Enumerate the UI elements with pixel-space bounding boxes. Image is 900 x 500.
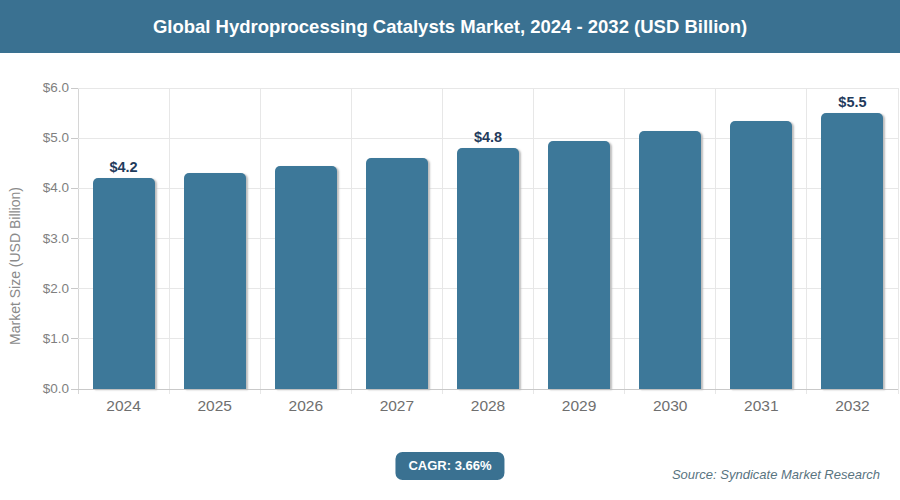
title-banner: Global Hydroprocessing Catalysts Market,… bbox=[0, 0, 900, 53]
bar-2026 bbox=[275, 166, 337, 389]
y-axis-tick-label: $1.0 bbox=[25, 331, 69, 347]
y-axis-tick-label: $6.0 bbox=[25, 80, 69, 96]
vertical-gridline bbox=[442, 88, 443, 394]
bar-2024 bbox=[93, 178, 155, 389]
vertical-gridline bbox=[260, 88, 261, 394]
bar-value-label: $5.5 bbox=[838, 94, 866, 110]
vertical-gridline bbox=[715, 88, 716, 394]
horizontal-gridline bbox=[78, 88, 898, 89]
y-axis-line bbox=[78, 88, 79, 394]
x-axis-tick-label: 2029 bbox=[562, 397, 596, 415]
bar-2029 bbox=[548, 141, 610, 389]
x-axis-tick-label: 2027 bbox=[380, 397, 414, 415]
x-axis-tick-label: 2030 bbox=[653, 397, 687, 415]
y-axis-tick bbox=[71, 188, 78, 189]
y-axis-tick-label: $0.0 bbox=[25, 381, 69, 397]
y-axis-title: Market Size (USD Billion) bbox=[7, 187, 23, 345]
x-axis-tick-label: 2025 bbox=[197, 397, 231, 415]
vertical-gridline bbox=[351, 88, 352, 394]
bar-2030 bbox=[639, 131, 701, 389]
bar-2032 bbox=[821, 113, 883, 389]
y-axis-tick-label: $4.0 bbox=[25, 180, 69, 196]
vertical-gridline bbox=[169, 88, 170, 394]
vertical-gridline bbox=[533, 88, 534, 394]
x-axis-tick-label: 2031 bbox=[744, 397, 778, 415]
vertical-gridline bbox=[806, 88, 807, 394]
y-axis-tick-label: $2.0 bbox=[25, 281, 69, 297]
chart-page: Global Hydroprocessing Catalysts Market,… bbox=[0, 0, 900, 500]
bar-value-label: $4.8 bbox=[474, 129, 502, 145]
x-axis-tick-label: 2026 bbox=[289, 397, 323, 415]
x-axis-line bbox=[71, 389, 898, 390]
cagr-badge: CAGR: 3.66% bbox=[395, 452, 504, 480]
vertical-gridline bbox=[898, 88, 899, 394]
bar-2027 bbox=[366, 158, 428, 389]
bar-2028 bbox=[457, 148, 519, 389]
bar-value-label: $4.2 bbox=[109, 159, 137, 175]
y-axis-tick-label: $3.0 bbox=[25, 231, 69, 247]
x-axis-tick-label: 2028 bbox=[471, 397, 505, 415]
x-axis-tick-label: 2032 bbox=[835, 397, 869, 415]
y-axis-tick-label: $5.0 bbox=[25, 130, 69, 146]
y-axis-tick bbox=[71, 288, 78, 289]
bar-2031 bbox=[730, 121, 792, 389]
x-axis-tick-label: 2024 bbox=[106, 397, 140, 415]
y-axis-tick bbox=[71, 338, 78, 339]
y-axis-tick bbox=[71, 88, 78, 89]
chart-title: Global Hydroprocessing Catalysts Market,… bbox=[153, 16, 747, 38]
vertical-gridline bbox=[624, 88, 625, 394]
source-text: Source: Syndicate Market Research bbox=[672, 467, 880, 482]
y-axis-tick bbox=[71, 138, 78, 139]
bar-2025 bbox=[184, 173, 246, 389]
y-axis-tick bbox=[71, 238, 78, 239]
